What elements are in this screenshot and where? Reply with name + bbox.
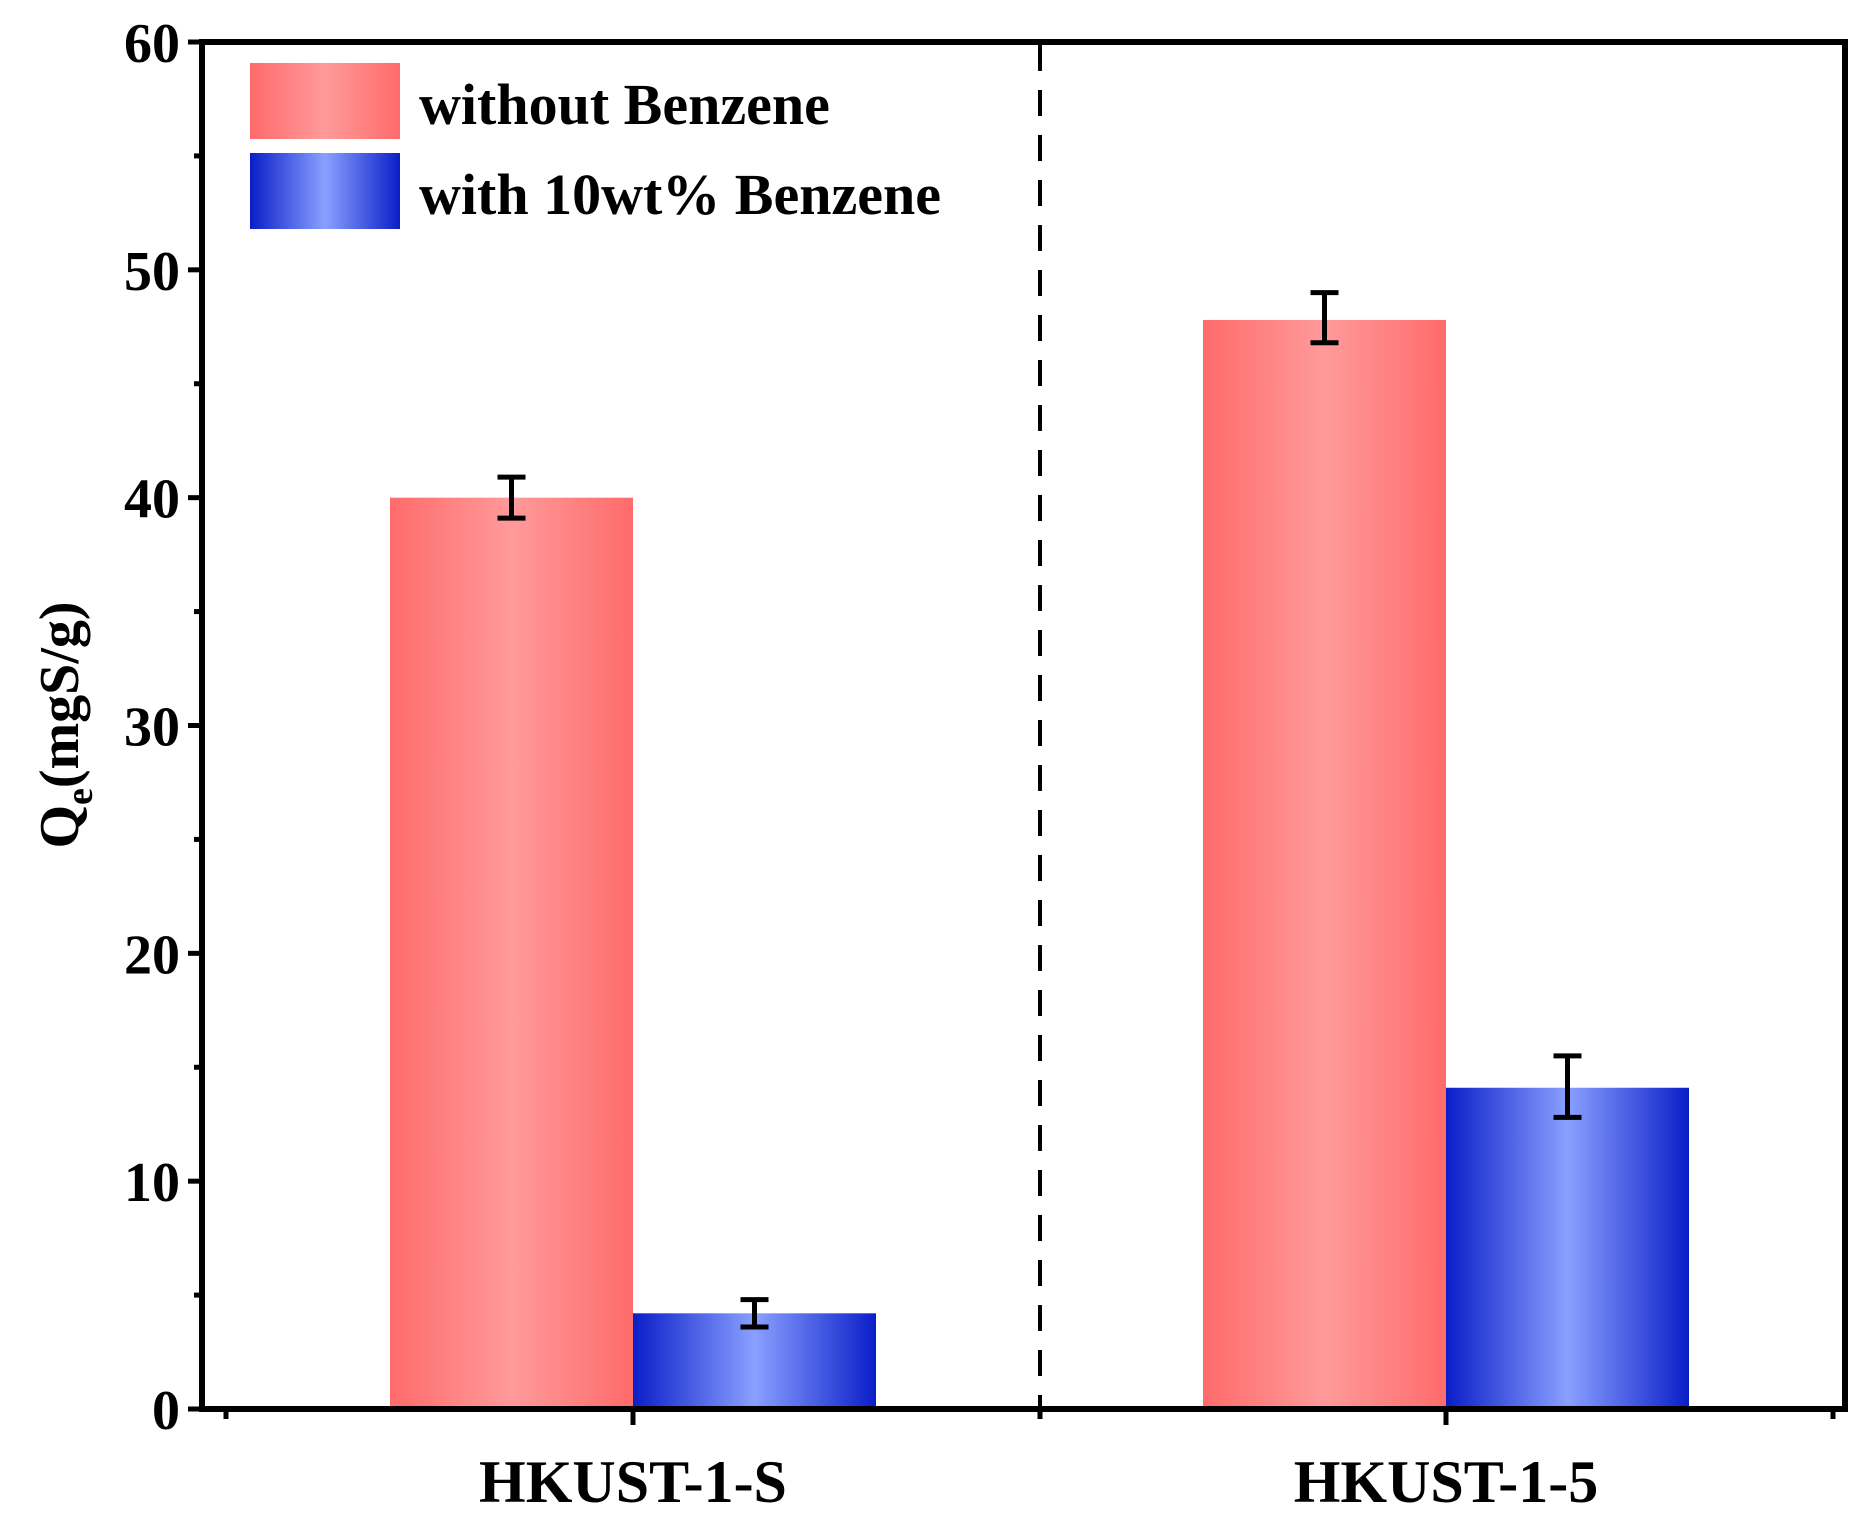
y-tick-label: 40 <box>124 469 180 531</box>
y-tick-label: 50 <box>124 241 180 303</box>
y-tick-label: 60 <box>124 13 180 75</box>
error-bar-hkust-1-s-series-1 <box>740 1297 769 1330</box>
bar-hkust-1-5-series-0 <box>1203 319 1446 1406</box>
error-bar-hkust-1-5-series-0 <box>1310 290 1339 346</box>
error-bar-hkust-1-s-series-0 <box>497 474 526 521</box>
legend: without Benzene with 10wt% Benzene <box>250 63 941 229</box>
legend-label-with-benzene: with 10wt% Benzene <box>419 162 941 227</box>
y-tick-label: 30 <box>124 697 180 759</box>
bar-hkust-1-s-series-0 <box>390 497 633 1407</box>
y-tick-label: 0 <box>152 1380 180 1442</box>
y-axis: 0 10 20 30 40 50 60 <box>124 13 202 1442</box>
bars-layer <box>390 319 1689 1407</box>
bar-hkust-1-5-series-1 <box>1446 1087 1689 1406</box>
legend-label-without-benzene: without Benzene <box>419 72 830 137</box>
legend-swatch-with-benzene <box>250 153 400 229</box>
x-tick-label: HKUST-1-S <box>479 1449 787 1515</box>
y-axis-label-units: (mgS/g) <box>29 601 91 788</box>
y-axis-label: Qe(mgS/g) <box>29 601 101 848</box>
y-tick-label: 10 <box>124 1152 180 1214</box>
x-tick-label: HKUST-1-5 <box>1294 1449 1599 1515</box>
legend-swatch-without-benzene <box>250 63 400 139</box>
y-tick-label: 20 <box>124 924 180 986</box>
error-bar-hkust-1-5-series-1 <box>1553 1053 1582 1120</box>
error-bars-layer <box>497 290 1582 1330</box>
x-axis: HKUST-1-S HKUST-1-5 <box>223 1409 1836 1515</box>
y-axis-label-main: Q <box>29 805 91 849</box>
y-axis-label-subscript: e <box>59 788 101 805</box>
